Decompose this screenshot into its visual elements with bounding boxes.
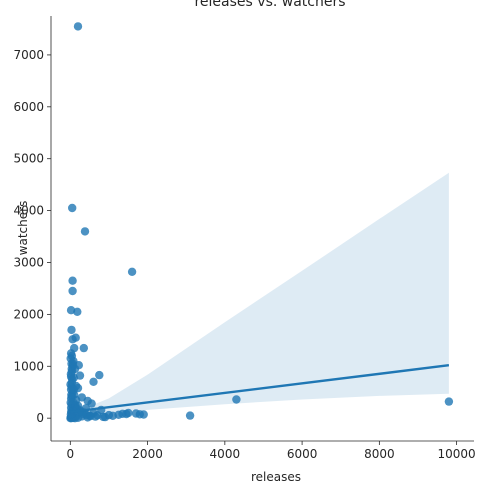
data-point — [69, 385, 79, 394]
x-tick-label: 8000 — [364, 447, 395, 461]
data-point — [66, 306, 76, 315]
data-point — [67, 325, 76, 335]
y-tick-label: 4000 — [13, 204, 44, 218]
y-tick-label: 1000 — [13, 359, 44, 373]
confidence-band — [70, 172, 449, 419]
data-point — [68, 286, 77, 296]
data-point — [67, 375, 77, 384]
x-tick-label: 4000 — [210, 447, 241, 461]
y-tick-label: 2000 — [13, 307, 44, 321]
data-point — [114, 410, 123, 419]
x-tick-label: 0 — [66, 447, 74, 461]
x-axis-ticks: 0 2000 4000 6000 8000 10000 — [66, 441, 476, 461]
data-point — [89, 377, 98, 386]
chart-title: releases vs. watchers — [194, 0, 345, 10]
y-axis-ticks: 0 1000 2000 3000 4000 5000 6000 7000 — [13, 48, 51, 425]
data-point — [73, 22, 83, 31]
regression-line — [70, 364, 450, 414]
plot-area — [66, 22, 454, 423]
data-point — [127, 267, 137, 276]
x-tick-label: 2000 — [132, 447, 163, 461]
data-point — [68, 335, 77, 344]
y-axis-label: watchers — [16, 201, 30, 256]
data-point — [80, 227, 90, 236]
data-point — [185, 411, 195, 420]
data-point — [122, 409, 131, 419]
y-tick-label: 3000 — [13, 255, 44, 269]
data-point — [68, 276, 77, 285]
y-tick-label: 5000 — [13, 152, 44, 166]
data-point — [232, 395, 241, 404]
y-tick-label: 6000 — [13, 100, 44, 114]
data-point — [87, 399, 96, 408]
x-tick-label: 10000 — [438, 447, 476, 461]
data-point — [444, 397, 454, 406]
data-point — [91, 412, 100, 421]
data-point — [95, 370, 104, 380]
data-point — [135, 410, 144, 419]
y-tick-label: 0 — [36, 411, 44, 425]
data-point — [66, 354, 75, 363]
data-point — [68, 203, 77, 213]
x-axis-label: releases — [251, 470, 301, 484]
data-point — [99, 412, 108, 422]
data-point — [79, 343, 89, 353]
x-tick-label: 6000 — [287, 447, 318, 461]
y-tick-label: 7000 — [13, 48, 44, 62]
